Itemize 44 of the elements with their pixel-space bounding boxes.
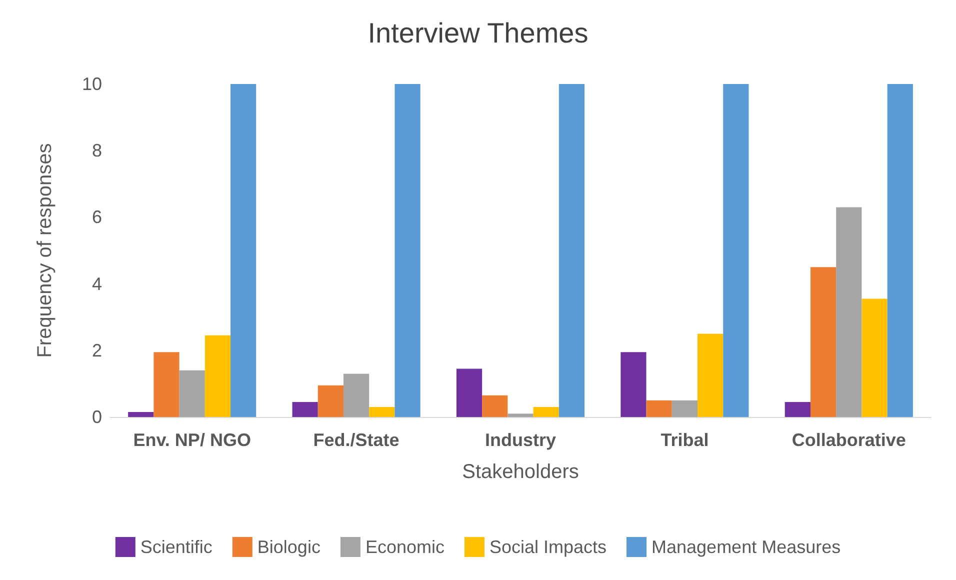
bar bbox=[672, 400, 698, 417]
bar bbox=[318, 385, 344, 417]
y-tick-label: 10 bbox=[82, 74, 102, 94]
bar bbox=[482, 395, 508, 417]
bar bbox=[698, 334, 724, 417]
chart-title: Interview Themes bbox=[368, 18, 588, 48]
bar bbox=[508, 414, 534, 417]
x-axis-title: Stakeholders bbox=[462, 461, 579, 483]
bar bbox=[394, 84, 420, 417]
bar bbox=[343, 374, 370, 417]
legend-label: Scientific bbox=[140, 537, 212, 557]
y-tick-label: 0 bbox=[92, 407, 102, 427]
bar bbox=[369, 407, 395, 417]
y-tick-label: 2 bbox=[92, 340, 102, 360]
x-tick-label: Collaborative bbox=[792, 430, 906, 450]
bar bbox=[230, 84, 256, 417]
x-tick-label: Industry bbox=[484, 430, 556, 450]
bar bbox=[292, 402, 318, 417]
bar bbox=[154, 352, 180, 417]
bar bbox=[887, 84, 913, 417]
bar bbox=[836, 207, 862, 417]
legend-label: Biologic bbox=[257, 537, 320, 557]
bar bbox=[204, 335, 231, 417]
bar bbox=[862, 298, 888, 417]
y-axis-title: Frequency of responses bbox=[34, 143, 56, 358]
bar bbox=[558, 84, 585, 417]
bar bbox=[533, 407, 559, 417]
y-tick-label: 6 bbox=[92, 207, 102, 228]
y-tick-label: 4 bbox=[92, 274, 102, 294]
legend-label: Social Impacts bbox=[489, 537, 607, 557]
y-tick-label: 8 bbox=[92, 140, 102, 161]
bar bbox=[128, 412, 154, 417]
x-tick-label: Fed./State bbox=[313, 430, 400, 450]
bar bbox=[646, 400, 672, 417]
x-tick-label: Tribal bbox=[660, 430, 709, 450]
bar bbox=[620, 352, 646, 417]
bar bbox=[179, 370, 205, 417]
bar bbox=[810, 267, 836, 417]
legend-label: Economic bbox=[365, 537, 444, 557]
bar bbox=[456, 368, 482, 417]
x-tick-label: Env. NP/ NGO bbox=[133, 430, 251, 450]
bar bbox=[784, 402, 810, 417]
bar bbox=[723, 84, 749, 417]
legend-label: Management Measures bbox=[652, 537, 841, 557]
